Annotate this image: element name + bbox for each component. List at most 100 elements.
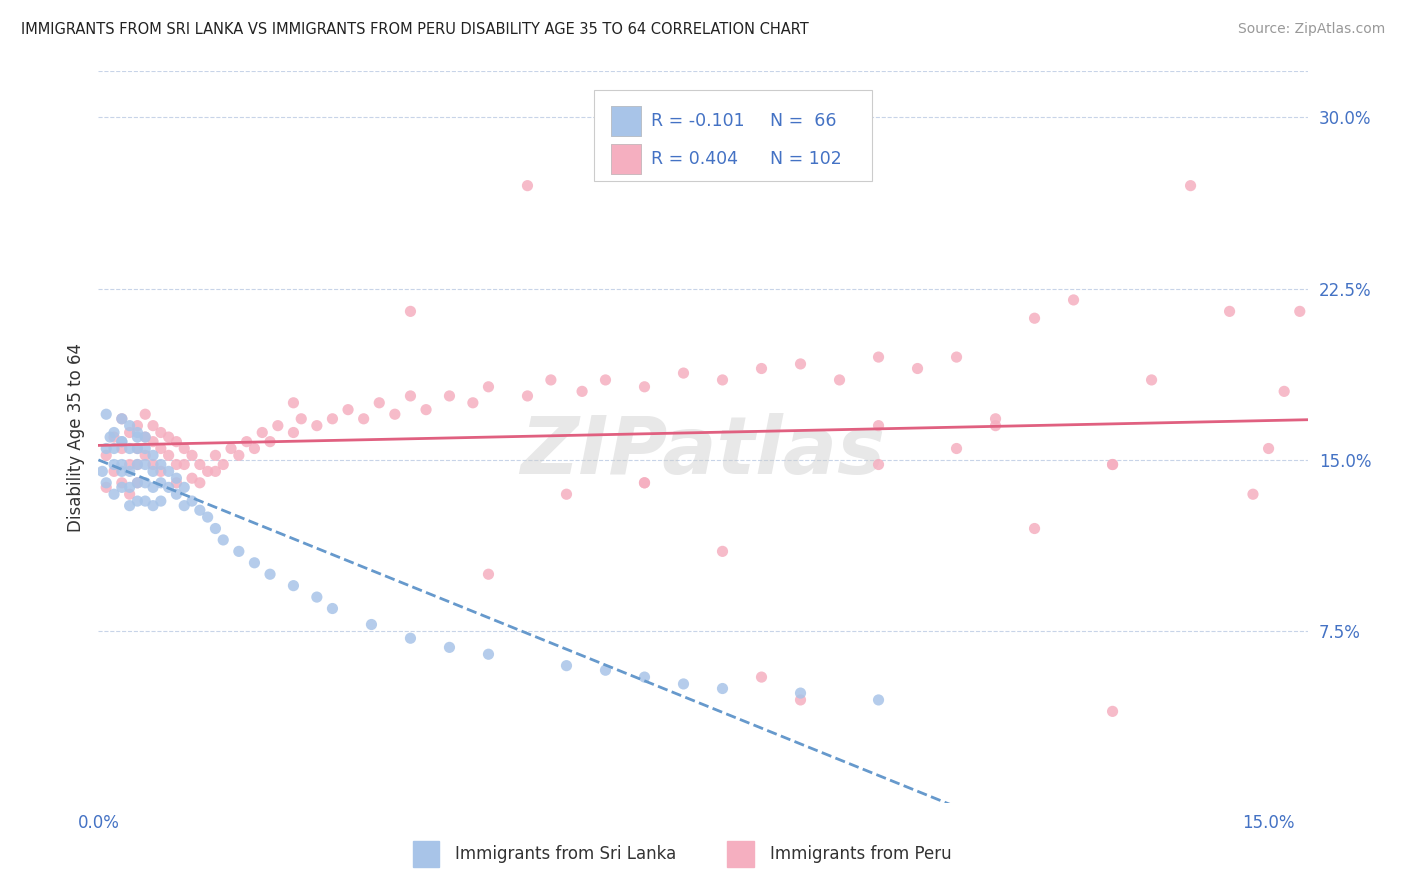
Point: [149, 425, 172, 440]
Point: [118, 458, 141, 472]
Point: [118, 418, 141, 433]
Point: [142, 499, 165, 513]
Point: [595, 373, 617, 387]
Point: [157, 464, 180, 478]
Point: [134, 458, 156, 472]
Point: [1180, 178, 1202, 193]
Point: [142, 464, 165, 478]
Point: [353, 412, 375, 426]
Point: [868, 418, 890, 433]
Point: [118, 442, 141, 456]
Point: [103, 487, 125, 501]
Point: [477, 380, 499, 394]
Text: R = 0.404: R = 0.404: [651, 150, 738, 168]
Bar: [413, 841, 440, 867]
Point: [1101, 705, 1123, 719]
Point: [789, 686, 811, 700]
Point: [188, 475, 211, 490]
Point: [103, 464, 125, 478]
Point: [789, 693, 811, 707]
Point: [1272, 384, 1295, 399]
Point: [127, 475, 149, 490]
Point: [127, 494, 149, 508]
FancyBboxPatch shape: [595, 90, 872, 181]
Point: [1241, 487, 1264, 501]
Point: [204, 449, 226, 463]
Point: [165, 487, 187, 501]
Bar: [612, 106, 641, 136]
Point: [134, 430, 156, 444]
Point: [149, 458, 172, 472]
Point: [672, 366, 695, 380]
Point: [945, 350, 967, 364]
Point: [360, 617, 382, 632]
Point: [461, 396, 484, 410]
Point: [595, 663, 617, 677]
Point: [111, 458, 134, 472]
Point: [1140, 373, 1163, 387]
Point: [290, 412, 312, 426]
Point: [197, 510, 219, 524]
Point: [165, 471, 187, 485]
Point: [252, 425, 274, 440]
Point: [384, 407, 406, 421]
Text: N = 102: N = 102: [769, 150, 841, 168]
Point: [571, 384, 593, 399]
Point: [751, 361, 773, 376]
Point: [907, 361, 929, 376]
Point: [188, 458, 211, 472]
Point: [711, 544, 734, 558]
Point: [984, 412, 1007, 426]
Point: [555, 487, 578, 501]
Point: [142, 418, 165, 433]
Point: [149, 494, 172, 508]
Point: [212, 458, 235, 472]
Text: Immigrants from Sri Lanka: Immigrants from Sri Lanka: [456, 845, 676, 863]
Point: [305, 418, 328, 433]
Point: [477, 567, 499, 582]
Point: [633, 670, 655, 684]
Point: [127, 418, 149, 433]
Point: [118, 487, 141, 501]
Point: [945, 442, 967, 456]
Point: [984, 418, 1007, 433]
Point: [1320, 699, 1343, 714]
Point: [96, 442, 118, 456]
Point: [111, 464, 134, 478]
Point: [98, 430, 121, 444]
Point: [219, 442, 242, 456]
Point: [118, 499, 141, 513]
Point: [134, 475, 156, 490]
Bar: [612, 144, 641, 175]
Point: [181, 449, 204, 463]
Point: [173, 480, 195, 494]
Point: [283, 579, 305, 593]
Point: [204, 464, 226, 478]
Text: N =  66: N = 66: [769, 112, 837, 130]
Point: [134, 407, 156, 421]
Point: [165, 434, 187, 449]
Point: [127, 430, 149, 444]
Point: [540, 373, 562, 387]
Point: [1257, 442, 1279, 456]
Point: [127, 458, 149, 472]
Point: [111, 434, 134, 449]
Bar: [612, 144, 641, 175]
Point: [672, 677, 695, 691]
Point: [1305, 373, 1327, 387]
Point: [228, 544, 250, 558]
Point: [1219, 304, 1241, 318]
Point: [111, 412, 134, 426]
Point: [1336, 442, 1358, 456]
Point: [165, 458, 187, 472]
Point: [1101, 458, 1123, 472]
Point: [142, 458, 165, 472]
Point: [181, 494, 204, 508]
Point: [868, 458, 890, 472]
Point: [173, 442, 195, 456]
Point: [149, 442, 172, 456]
Point: [368, 396, 391, 410]
Point: [127, 425, 149, 440]
Point: [181, 471, 204, 485]
Point: [134, 430, 156, 444]
